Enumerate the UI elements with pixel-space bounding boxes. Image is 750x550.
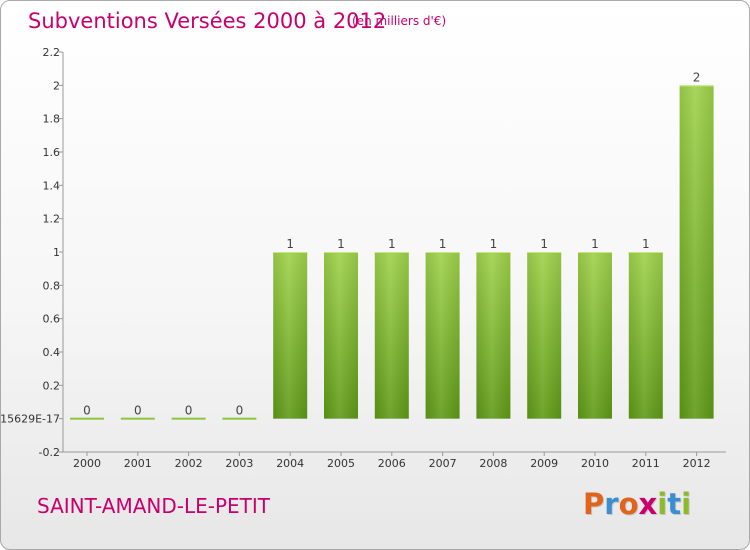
logo-letter: x bbox=[638, 487, 658, 521]
bar bbox=[171, 417, 206, 420]
data-label: 1 bbox=[642, 237, 650, 251]
y-tick-label: -0.2 bbox=[39, 446, 60, 459]
y-tick-label: -2.15629E-17 bbox=[1, 413, 60, 426]
y-tick-label: 1.4 bbox=[43, 179, 61, 192]
bar-shade bbox=[628, 252, 663, 419]
logo-letter: t bbox=[667, 487, 682, 521]
bar bbox=[70, 417, 104, 420]
bar bbox=[120, 417, 155, 420]
bar-shade bbox=[679, 85, 714, 419]
commune-name: SAINT-AMAND-LE-PETIT bbox=[37, 494, 270, 518]
bar-shade bbox=[273, 252, 308, 419]
y-tick-label: 2.2 bbox=[43, 46, 61, 59]
bars bbox=[70, 85, 714, 420]
logo-letter: i bbox=[681, 487, 692, 521]
data-label: 2 bbox=[693, 70, 701, 84]
bar-shade bbox=[476, 252, 511, 419]
chart-title: Subventions Versées 2000 à 2012 bbox=[28, 9, 387, 33]
x-tick-label: 2001 bbox=[124, 457, 152, 470]
x-tick-label: 2012 bbox=[683, 457, 711, 470]
bar-shade bbox=[324, 252, 358, 419]
x-tick-label: 2005 bbox=[327, 457, 355, 470]
y-tick-label: 1.6 bbox=[43, 146, 61, 159]
data-label: 1 bbox=[337, 237, 345, 251]
data-label: 1 bbox=[439, 237, 447, 251]
data-label: 0 bbox=[236, 404, 244, 418]
data-label: 1 bbox=[540, 237, 548, 251]
data-label: 0 bbox=[83, 404, 91, 418]
logo-letter: o bbox=[618, 487, 639, 521]
x-tick-label: 2000 bbox=[73, 457, 101, 470]
y-tick-label: 0.4 bbox=[43, 346, 61, 359]
x-tick-label: 2003 bbox=[225, 457, 253, 470]
bar-shade bbox=[374, 252, 409, 419]
y-tick-label: 0.6 bbox=[43, 313, 61, 326]
data-label: 1 bbox=[286, 237, 294, 251]
y-tick-label: 1 bbox=[53, 246, 60, 259]
logo-letter: P bbox=[583, 487, 605, 521]
y-tick-label: 0.2 bbox=[43, 379, 61, 392]
data-label: 1 bbox=[591, 237, 599, 251]
y-tick-label: 2 bbox=[53, 79, 60, 92]
data-label: 1 bbox=[490, 237, 498, 251]
logo-letter: i bbox=[657, 487, 668, 521]
x-tick-label: 2002 bbox=[175, 457, 203, 470]
bar-shade bbox=[527, 252, 562, 419]
x-tick-label: 2010 bbox=[581, 457, 609, 470]
bar bbox=[222, 417, 257, 420]
x-tick-label: 2006 bbox=[378, 457, 406, 470]
x-tick-label: 2004 bbox=[276, 457, 304, 470]
x-tick-label: 2007 bbox=[429, 457, 457, 470]
y-tick-label: 0.8 bbox=[43, 279, 61, 292]
logo-letter: r bbox=[604, 487, 619, 521]
data-labels: 0 0 0 0 1 1 1 1 1 1 1 1 2 bbox=[83, 70, 700, 417]
chart-unit-subtitle: (en milliers d'€) bbox=[352, 14, 447, 28]
y-tick-label: 1.2 bbox=[43, 213, 61, 226]
bar-shade bbox=[425, 252, 460, 419]
x-tick-label: 2011 bbox=[632, 457, 660, 470]
x-tick-label: 2008 bbox=[479, 457, 507, 470]
data-label: 0 bbox=[185, 404, 193, 418]
data-label: 0 bbox=[134, 404, 142, 418]
axes: 2.2 2 1.8 1.6 1.4 1.2 1 0.8 0.6 0.4 0.2 -2.15629E-1… bbox=[1, 46, 726, 470]
proxiti-logo: Proxiti bbox=[583, 487, 691, 521]
bar-shade bbox=[578, 252, 612, 419]
y-tick-label: 1.8 bbox=[43, 113, 61, 126]
x-tick-label: 2009 bbox=[530, 457, 558, 470]
data-label: 1 bbox=[388, 237, 396, 251]
